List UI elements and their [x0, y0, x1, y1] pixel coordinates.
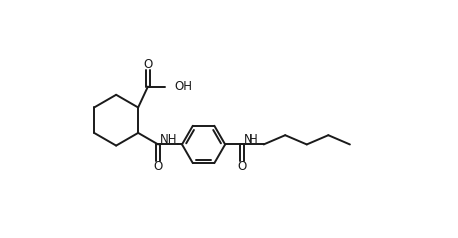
Text: H: H	[249, 133, 257, 146]
Text: N: N	[244, 133, 253, 146]
Text: O: O	[237, 160, 247, 173]
Text: NH: NH	[159, 133, 177, 146]
Text: OH: OH	[174, 80, 192, 93]
Text: O: O	[153, 160, 163, 173]
Text: O: O	[143, 58, 153, 71]
